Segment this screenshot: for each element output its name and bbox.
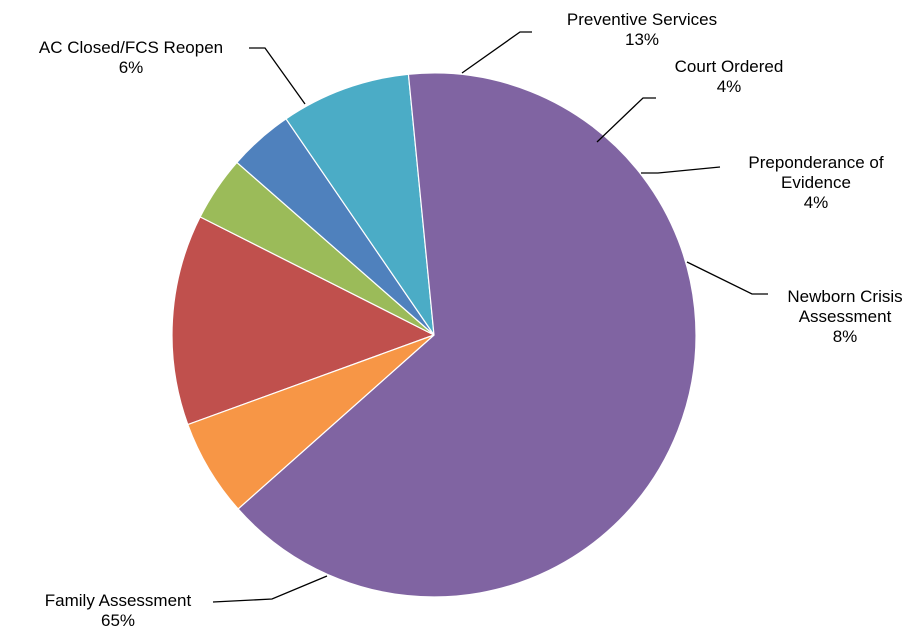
pie-slice-ac-closed-fcs-reopen [187,334,435,510]
pie-slice-newborn-crisis-assessment [285,73,435,336]
leader-line [461,31,532,74]
slice-name-label: Assessment [799,307,892,326]
slice-name-label: Evidence [781,173,851,192]
leader-line [212,575,328,603]
slice-percent-label: 65% [101,611,135,630]
pie-slice-preventive-services [171,216,436,426]
slice-percent-label: 4% [717,77,742,96]
pie-slice-family-assessment [237,72,697,598]
slice-name-label: Preventive Services [567,10,717,29]
pie-slices [171,72,697,598]
slice-name-label: Court Ordered [675,57,784,76]
leader-line [596,97,656,143]
slice-name-label: Family Assessment [45,591,192,610]
slice-name-label: Preponderance of [748,153,883,172]
slice-percent-label: 8% [833,327,858,346]
slice-name-label: Newborn Crisis [787,287,902,306]
leader-line [641,166,721,174]
slice-percent-label: 6% [119,58,144,77]
leader-line [686,261,768,295]
slice-percent-label: 13% [625,30,659,49]
leader-line [249,47,306,105]
slice-name-label: AC Closed/FCS Reopen [39,38,223,57]
slice-percent-label: 4% [804,193,829,212]
